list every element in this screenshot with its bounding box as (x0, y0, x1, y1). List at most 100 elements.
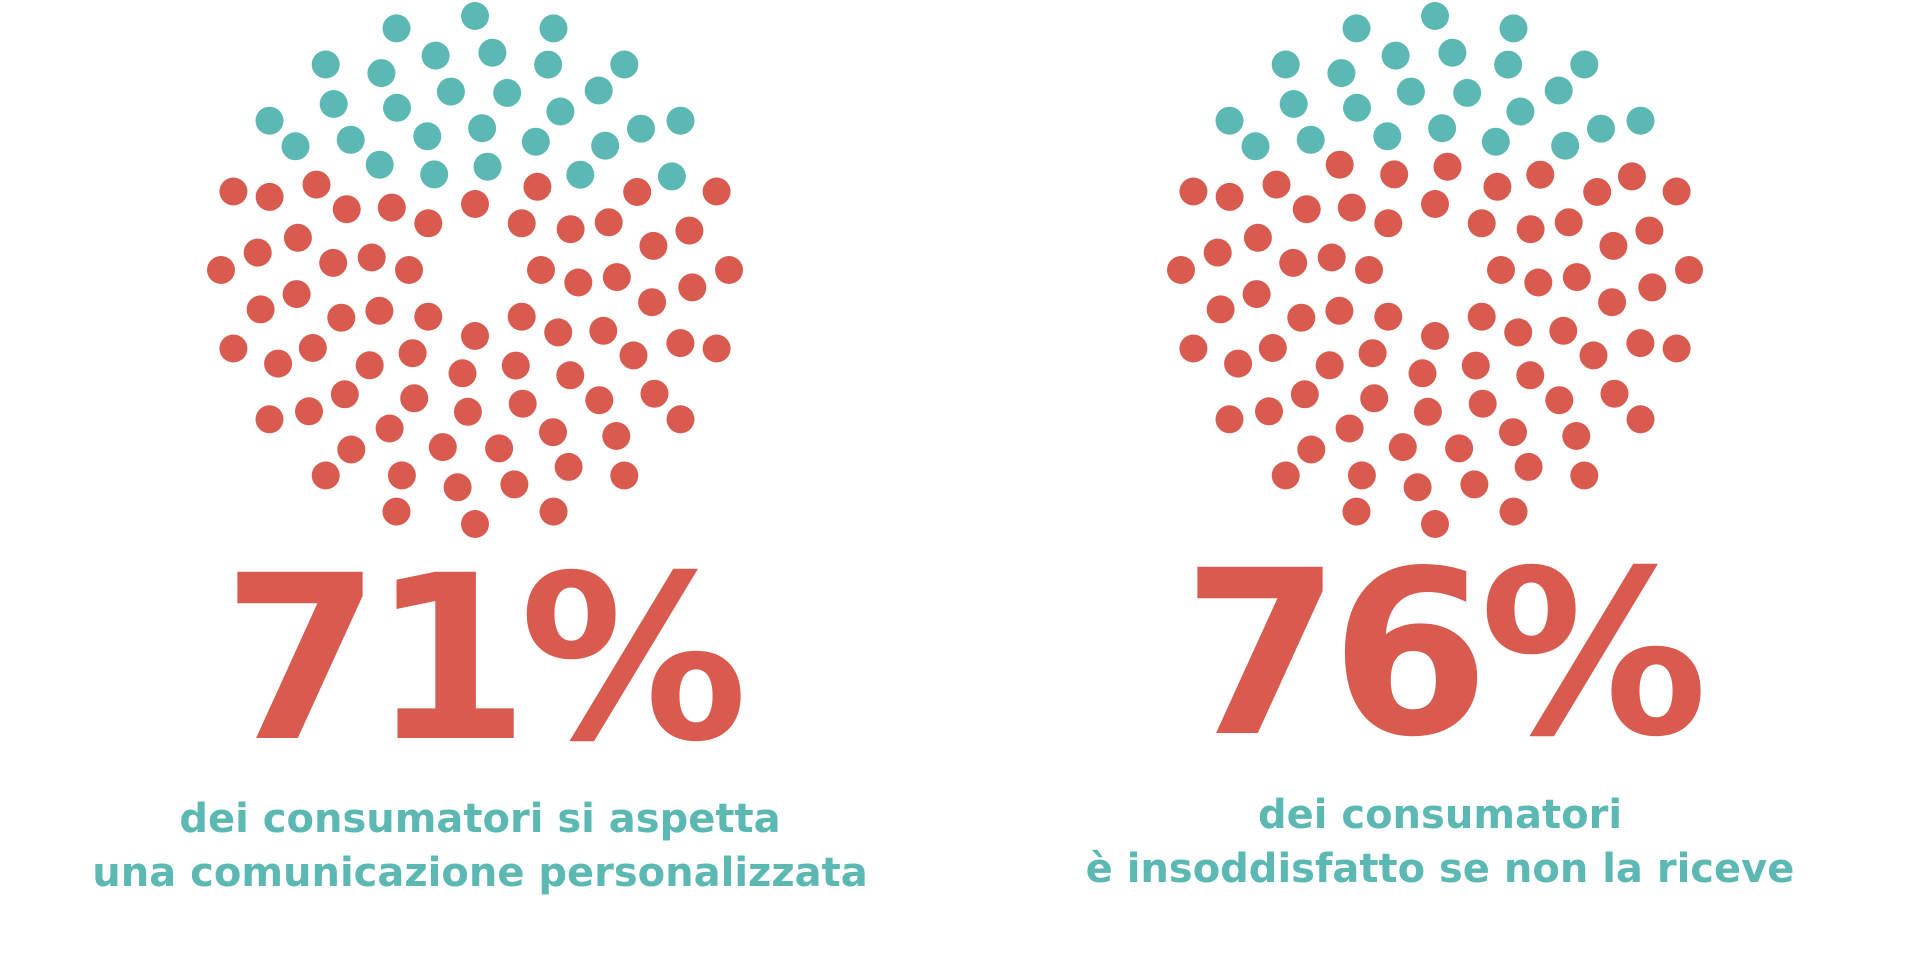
stat-caption: dei consumatori è insoddisfatto se non l… (960, 788, 1920, 896)
dot-filled (302, 170, 331, 199)
dot-filled (539, 418, 567, 447)
dot-filled (453, 397, 482, 426)
dot-empty (1396, 77, 1425, 106)
dot-empty (591, 131, 620, 160)
dot-filled (1579, 341, 1608, 370)
dot-filled (1271, 461, 1300, 490)
dot-filled (1467, 302, 1496, 331)
dot-filled (1675, 256, 1703, 284)
dot-filled (414, 302, 443, 331)
dot-filled (264, 349, 293, 378)
dot-filled (1468, 389, 1497, 418)
dot-filled (219, 334, 248, 363)
dot-filled (715, 256, 743, 284)
dot-filled (1562, 263, 1591, 292)
dot-empty (1587, 114, 1615, 143)
dot-filled (327, 303, 356, 332)
stat-panel-expectation: 71% dei consumatori si aspetta una comun… (92, 2, 868, 896)
dot-filled (1335, 414, 1364, 443)
dot-filled (1461, 351, 1490, 380)
dot-empty (461, 2, 489, 30)
dot-filled (1347, 461, 1376, 490)
dot-filled (414, 209, 443, 238)
dot-filled (1662, 177, 1691, 206)
dot-filled (1600, 379, 1629, 408)
dot-empty (539, 14, 568, 43)
dot-filled (564, 268, 593, 297)
dot-empty (1499, 14, 1528, 43)
dot-empty (1241, 132, 1270, 161)
dot-empty (319, 90, 348, 118)
dot-filled (443, 473, 472, 502)
dot-filled (1460, 470, 1489, 499)
dot-filled (1570, 461, 1599, 490)
dot-filled (1374, 302, 1403, 331)
dot-filled (1243, 223, 1272, 252)
dot-filled (594, 208, 623, 237)
dot-filled (255, 182, 284, 211)
dot-filled (554, 452, 583, 481)
dot-empty (1481, 127, 1510, 156)
dot-filled (395, 256, 423, 284)
dot-empty (383, 93, 411, 122)
stat-value: 76% (1182, 521, 1708, 787)
dot-filled (1598, 288, 1627, 317)
dot-empty (420, 160, 449, 189)
dot-empty (1343, 93, 1371, 122)
dot-filled (1380, 160, 1409, 189)
dot-filled (1292, 195, 1321, 224)
dot-filled (1258, 334, 1287, 362)
dot-filled (1413, 397, 1442, 426)
dot-filled (544, 318, 573, 347)
dot-filled (1499, 497, 1528, 526)
dot-empty (1215, 106, 1244, 135)
dot-filled (319, 248, 348, 277)
dot-filled (501, 351, 530, 380)
dot-filled (1421, 510, 1449, 538)
dot-filled (1224, 349, 1253, 378)
dot-filled (1403, 473, 1432, 502)
dot-filled (1215, 182, 1244, 211)
dot-filled (282, 280, 311, 309)
dot-filled (556, 361, 585, 390)
dot-filled (623, 178, 652, 206)
dot-empty (1381, 41, 1410, 70)
dot-filled (602, 263, 631, 292)
dot-filled (243, 238, 272, 267)
dot-filled (602, 422, 631, 450)
dot-filled (619, 341, 648, 370)
dot-filled (507, 302, 536, 331)
dot-empty (413, 122, 442, 151)
dot-filled (666, 405, 695, 434)
dot-filled (1433, 152, 1462, 181)
dot-filled (461, 510, 489, 538)
dot-filled (255, 405, 284, 434)
dot-filled (556, 215, 585, 244)
dot-filled (365, 296, 394, 325)
dot-filled (589, 316, 618, 345)
dot-filled (1262, 170, 1291, 199)
dot-filled (702, 177, 731, 206)
dot-empty (367, 59, 396, 88)
dot-filled (207, 256, 235, 284)
dot-empty (311, 50, 340, 79)
dot-filled (1360, 384, 1389, 413)
dot-empty (546, 97, 575, 126)
dot-filled (295, 397, 323, 426)
dot-filled (461, 190, 489, 218)
dot-filled (219, 177, 248, 206)
dot-filled (1325, 296, 1354, 325)
caption-line: una comunicazione personalizzata (92, 850, 868, 896)
dot-filled (1287, 303, 1316, 332)
dot-filled (298, 334, 327, 362)
dot-filled (1279, 248, 1308, 277)
dot-filled (1635, 216, 1664, 245)
dot-filled (398, 339, 427, 368)
dot-empty (1438, 38, 1467, 67)
caption-line: è insoddisfatto se non la riceve (1085, 846, 1795, 892)
dot-filled (311, 461, 340, 490)
dot-filled (382, 497, 411, 526)
dot-filled (1358, 339, 1387, 368)
dot-filled (585, 386, 614, 415)
